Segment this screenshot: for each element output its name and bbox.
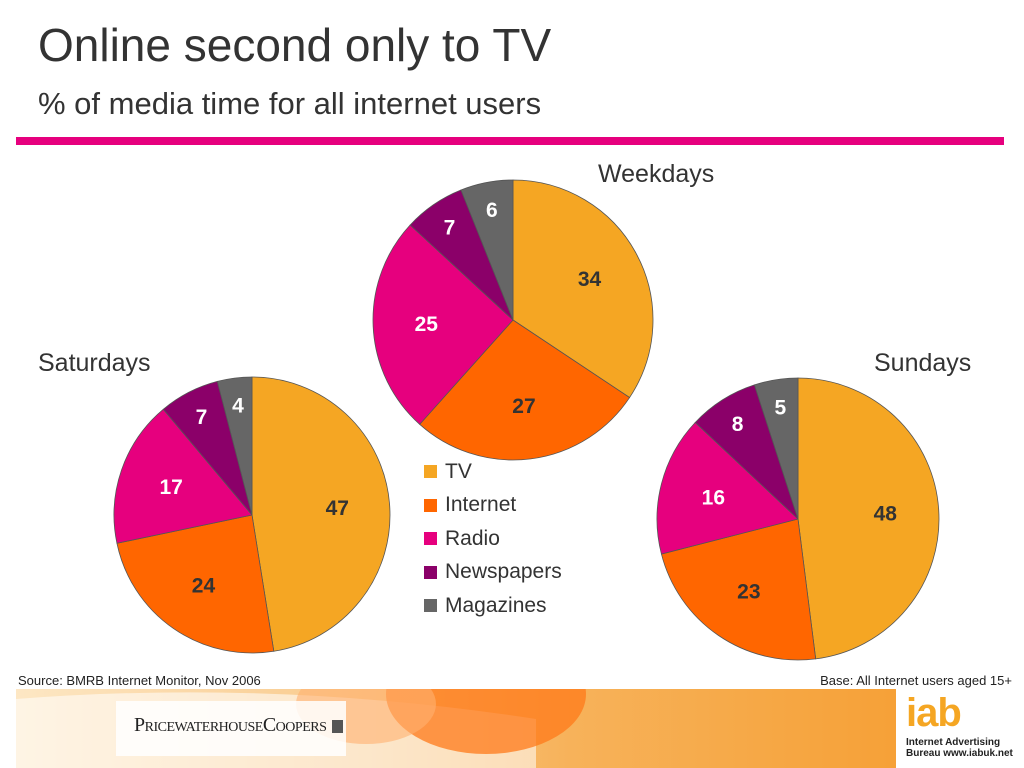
- data-label-magazines: 6: [486, 199, 498, 222]
- chart-legend: TV Internet Radio Newspapers Magazines: [424, 455, 562, 623]
- legend-item-newspapers: Newspapers: [424, 556, 562, 590]
- pink-divider: [16, 137, 1004, 145]
- data-label-newspapers: 8: [732, 413, 744, 436]
- data-label-tv: 47: [326, 497, 349, 520]
- legend-label: TV: [445, 459, 472, 483]
- slide-subtitle: % of media time for all internet users: [38, 86, 542, 121]
- data-label-newspapers: 7: [196, 406, 208, 429]
- data-label-radio: 16: [702, 486, 725, 509]
- base-note: Base: All Internet users aged 15+: [820, 673, 1012, 688]
- iab-logo: iab: [906, 691, 962, 735]
- slice-radio: [656, 421, 799, 555]
- legend-swatch: [424, 599, 437, 613]
- saturdays-title: Saturdays: [38, 349, 151, 377]
- pwc-logo: PricewaterhouseCoopers: [134, 714, 344, 737]
- slice-tv: [251, 376, 391, 652]
- pie-sundays: 48 23 16 8 5: [656, 377, 940, 661]
- data-label-magazines: 5: [775, 397, 787, 420]
- legend-swatch: [424, 565, 437, 579]
- pie-weekdays: 34 27 25 7 6: [372, 179, 654, 461]
- data-label-tv: 48: [874, 503, 898, 526]
- legend-item-radio: Radio: [424, 522, 562, 556]
- data-label-magazines: 4: [232, 394, 244, 417]
- data-label-radio: 17: [159, 476, 182, 499]
- iab-tagline: Internet Advertising Bureau www.iabuk.ne…: [906, 737, 1013, 759]
- legend-label: Radio: [445, 526, 500, 550]
- slice-internet: [116, 514, 275, 654]
- weekdays-title: Weekdays: [598, 160, 715, 188]
- source-note: Source: BMRB Internet Monitor, Nov 2006: [18, 673, 261, 688]
- legend-item-magazines: Magazines: [424, 589, 562, 623]
- legend-label: Internet: [445, 493, 517, 517]
- slice-internet: [660, 518, 817, 661]
- data-label-internet: 23: [737, 580, 760, 603]
- legend-label: Newspapers: [445, 560, 562, 584]
- footer-decoration: [16, 689, 1024, 768]
- legend-item-tv: TV: [424, 455, 562, 489]
- sundays-title: Sundays: [874, 349, 972, 377]
- data-label-internet: 27: [512, 395, 535, 418]
- legend-swatch: [424, 498, 437, 512]
- slide-title: Online second only to TV: [38, 19, 552, 71]
- slice-magazines: [216, 376, 253, 516]
- legend-swatch: [424, 532, 437, 546]
- legend-item-internet: Internet: [424, 489, 562, 523]
- slice-magazines: [460, 179, 514, 321]
- data-label-internet: 24: [192, 574, 216, 597]
- pie-saturdays: 47 24 17 7 4: [113, 376, 391, 654]
- slice-radio: [372, 224, 514, 425]
- legend-swatch: [424, 465, 437, 479]
- slice-radio: [113, 408, 253, 544]
- legend-label: Magazines: [445, 593, 547, 617]
- slice-magazines: [753, 377, 799, 520]
- slice-internet: [419, 319, 631, 461]
- data-label-newspapers: 7: [444, 217, 456, 240]
- slice-tv: [797, 377, 940, 660]
- data-label-tv: 34: [578, 268, 602, 291]
- data-label-radio: 25: [415, 313, 439, 336]
